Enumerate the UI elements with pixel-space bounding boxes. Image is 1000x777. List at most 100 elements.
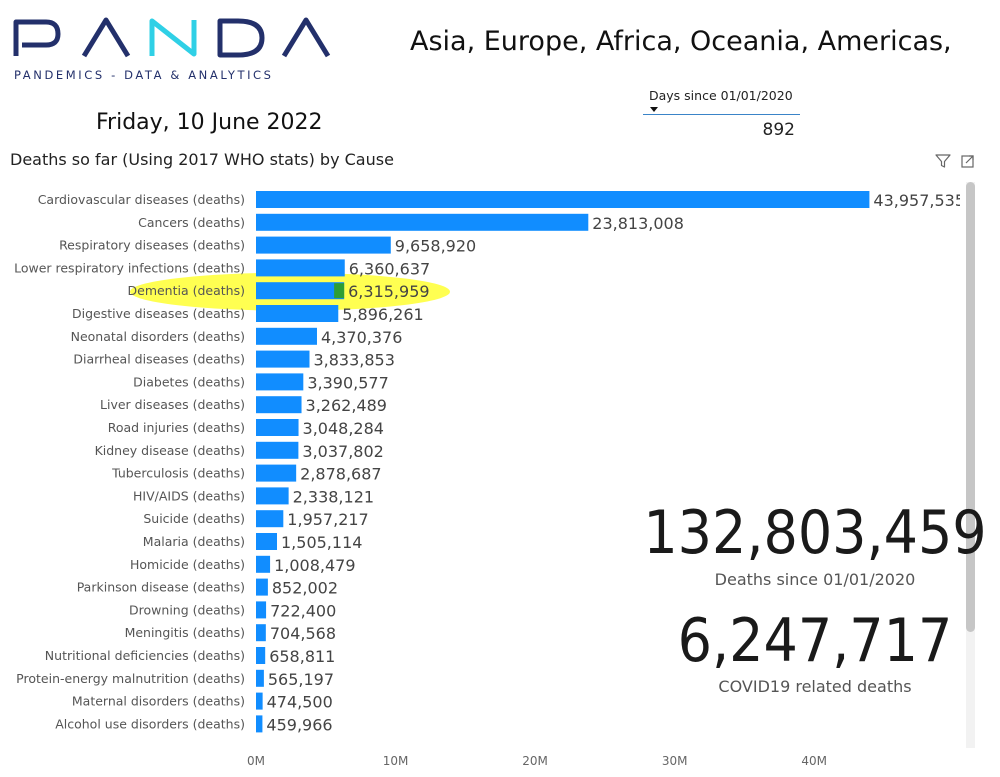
slicer-underline [643, 114, 800, 115]
category-label: Diarrheal diseases (deaths) [73, 352, 245, 367]
value-label: 3,037,802 [302, 442, 383, 461]
x-tick-label: 20M [522, 754, 548, 768]
covid-deaths-value: 6,247,717 [677, 606, 953, 676]
x-tick-label: 10M [383, 754, 409, 768]
value-label: 2,878,687 [300, 465, 381, 484]
chevron-down-icon[interactable] [650, 107, 658, 112]
slicer-label: Days since 01/01/2020 [649, 88, 793, 103]
category-label: Meningitis (deaths) [125, 625, 245, 640]
category-label: Alcohol use disorders (deaths) [55, 716, 245, 731]
value-label: 9,658,920 [395, 237, 476, 256]
value-label: 5,896,261 [342, 305, 423, 324]
visual-header-icons [933, 152, 979, 170]
bar[interactable] [256, 647, 266, 664]
total-deaths-label: Deaths since 01/01/2020 [714, 570, 916, 589]
value-label: 722,400 [270, 601, 336, 620]
value-labels: 43,957,535 23,813,008 9,658,920 6,360,637 6,… [266, 191, 960, 734]
value-label: 565,197 [268, 670, 334, 689]
days-slicer[interactable]: Days since 01/01/2020 892 [643, 86, 800, 142]
bar[interactable] [256, 282, 345, 300]
category-label: Kidney disease (deaths) [95, 443, 245, 458]
bar[interactable] [256, 305, 339, 322]
bar[interactable] [256, 441, 299, 459]
category-label: Malaria (deaths) [143, 534, 245, 549]
value-label: 1,008,479 [274, 556, 355, 575]
date-title: Friday, 10 June 2022 [96, 110, 323, 135]
regions-title: Asia, Europe, Africa, Oceania, Americas, [410, 26, 952, 57]
category-label: Respiratory diseases (deaths) [59, 238, 245, 253]
category-label: Cardiovascular diseases (deaths) [38, 192, 245, 207]
category-label: Homicide (deaths) [130, 557, 245, 572]
category-labels: Cardiovascular diseases (deaths) Cancers … [14, 192, 245, 731]
value-label: 852,002 [272, 579, 338, 598]
bar[interactable] [256, 350, 310, 368]
value-label: 3,048,284 [303, 419, 384, 438]
chart-title: Deaths so far (Using 2017 WHO stats) by … [10, 150, 394, 169]
value-label: 704,568 [270, 624, 336, 643]
category-label: Drowning (deaths) [129, 602, 245, 617]
bar[interactable] [256, 191, 870, 208]
category-label: Neonatal disorders (deaths) [71, 329, 245, 344]
bar[interactable] [256, 533, 278, 550]
logo-wordmark [13, 17, 331, 58]
deaths-by-cause-chart: Cardiovascular diseases (deaths) Cancers … [14, 191, 960, 768]
bar[interactable] [256, 487, 289, 505]
logo-tagline: PANDEMICS - DATA & ANALYTICS [14, 68, 274, 82]
category-label: Diabetes (deaths) [133, 374, 245, 389]
value-label: 3,390,577 [307, 373, 388, 392]
chart-scrollbar-thumb[interactable] [966, 182, 975, 632]
bar[interactable] [256, 396, 302, 414]
panda-logo: PANDEMICS - DATA & ANALYTICS [12, 12, 332, 84]
value-label: 474,500 [267, 693, 333, 712]
value-label: 23,813,008 [592, 214, 684, 233]
category-label: Parkinson disease (deaths) [77, 580, 245, 595]
focus-mode-icon[interactable] [961, 155, 974, 168]
bar[interactable] [256, 510, 284, 528]
category-label: HIV/AIDS (deaths) [133, 488, 245, 503]
bars [256, 191, 870, 733]
category-label: Cancers (deaths) [138, 215, 245, 230]
filter-icon[interactable] [935, 154, 951, 168]
total-deaths-value: 132,803,459 [643, 498, 987, 568]
value-label: 6,315,959 [348, 282, 429, 301]
category-label: Tuberculosis (deaths) [111, 466, 245, 481]
bar[interactable] [256, 578, 268, 596]
category-label: Road injuries (deaths) [108, 420, 245, 435]
bar[interactable] [256, 601, 267, 619]
value-label: 2,338,121 [293, 487, 374, 506]
category-label: Nutritional deficiencies (deaths) [45, 648, 245, 663]
bar[interactable] [256, 236, 391, 254]
x-tick-label: 0M [247, 754, 265, 768]
bar[interactable] [256, 555, 271, 573]
value-label: 3,262,489 [306, 396, 387, 415]
bar[interactable] [256, 213, 589, 231]
bar[interactable] [256, 259, 345, 277]
value-label: 1,505,114 [281, 533, 362, 552]
x-axis-ticks: 0M 10M 20M 30M 40M [247, 754, 827, 768]
category-label: Protein-energy malnutrition (deaths) [16, 671, 245, 686]
value-label: 658,811 [269, 647, 335, 666]
category-label: Suicide (deaths) [143, 511, 245, 526]
bar[interactable] [256, 624, 266, 642]
value-label: 459,966 [266, 715, 332, 734]
x-tick-label: 40M [801, 754, 827, 768]
category-label: Lower respiratory infections (deaths) [14, 260, 245, 275]
bar[interactable] [256, 715, 263, 733]
bar[interactable] [256, 464, 297, 482]
value-label: 43,957,535 [873, 191, 960, 210]
value-label: 3,833,853 [313, 351, 394, 370]
bar[interactable] [256, 373, 304, 391]
bar[interactable] [256, 692, 263, 710]
category-label: Liver diseases (deaths) [100, 397, 245, 412]
bar[interactable] [256, 327, 317, 345]
category-label: Dementia (deaths) [128, 283, 246, 298]
covid-deaths-label: COVID19 related deaths [718, 677, 912, 696]
slicer-value[interactable]: 892 [762, 120, 795, 140]
value-label: 1,957,217 [287, 510, 368, 529]
bar[interactable] [256, 669, 264, 687]
bar[interactable] [256, 419, 299, 436]
x-tick-label: 30M [662, 754, 688, 768]
category-label: Digestive diseases (deaths) [72, 306, 245, 321]
category-label: Maternal disorders (deaths) [72, 694, 245, 709]
value-label: 4,370,376 [321, 328, 402, 347]
